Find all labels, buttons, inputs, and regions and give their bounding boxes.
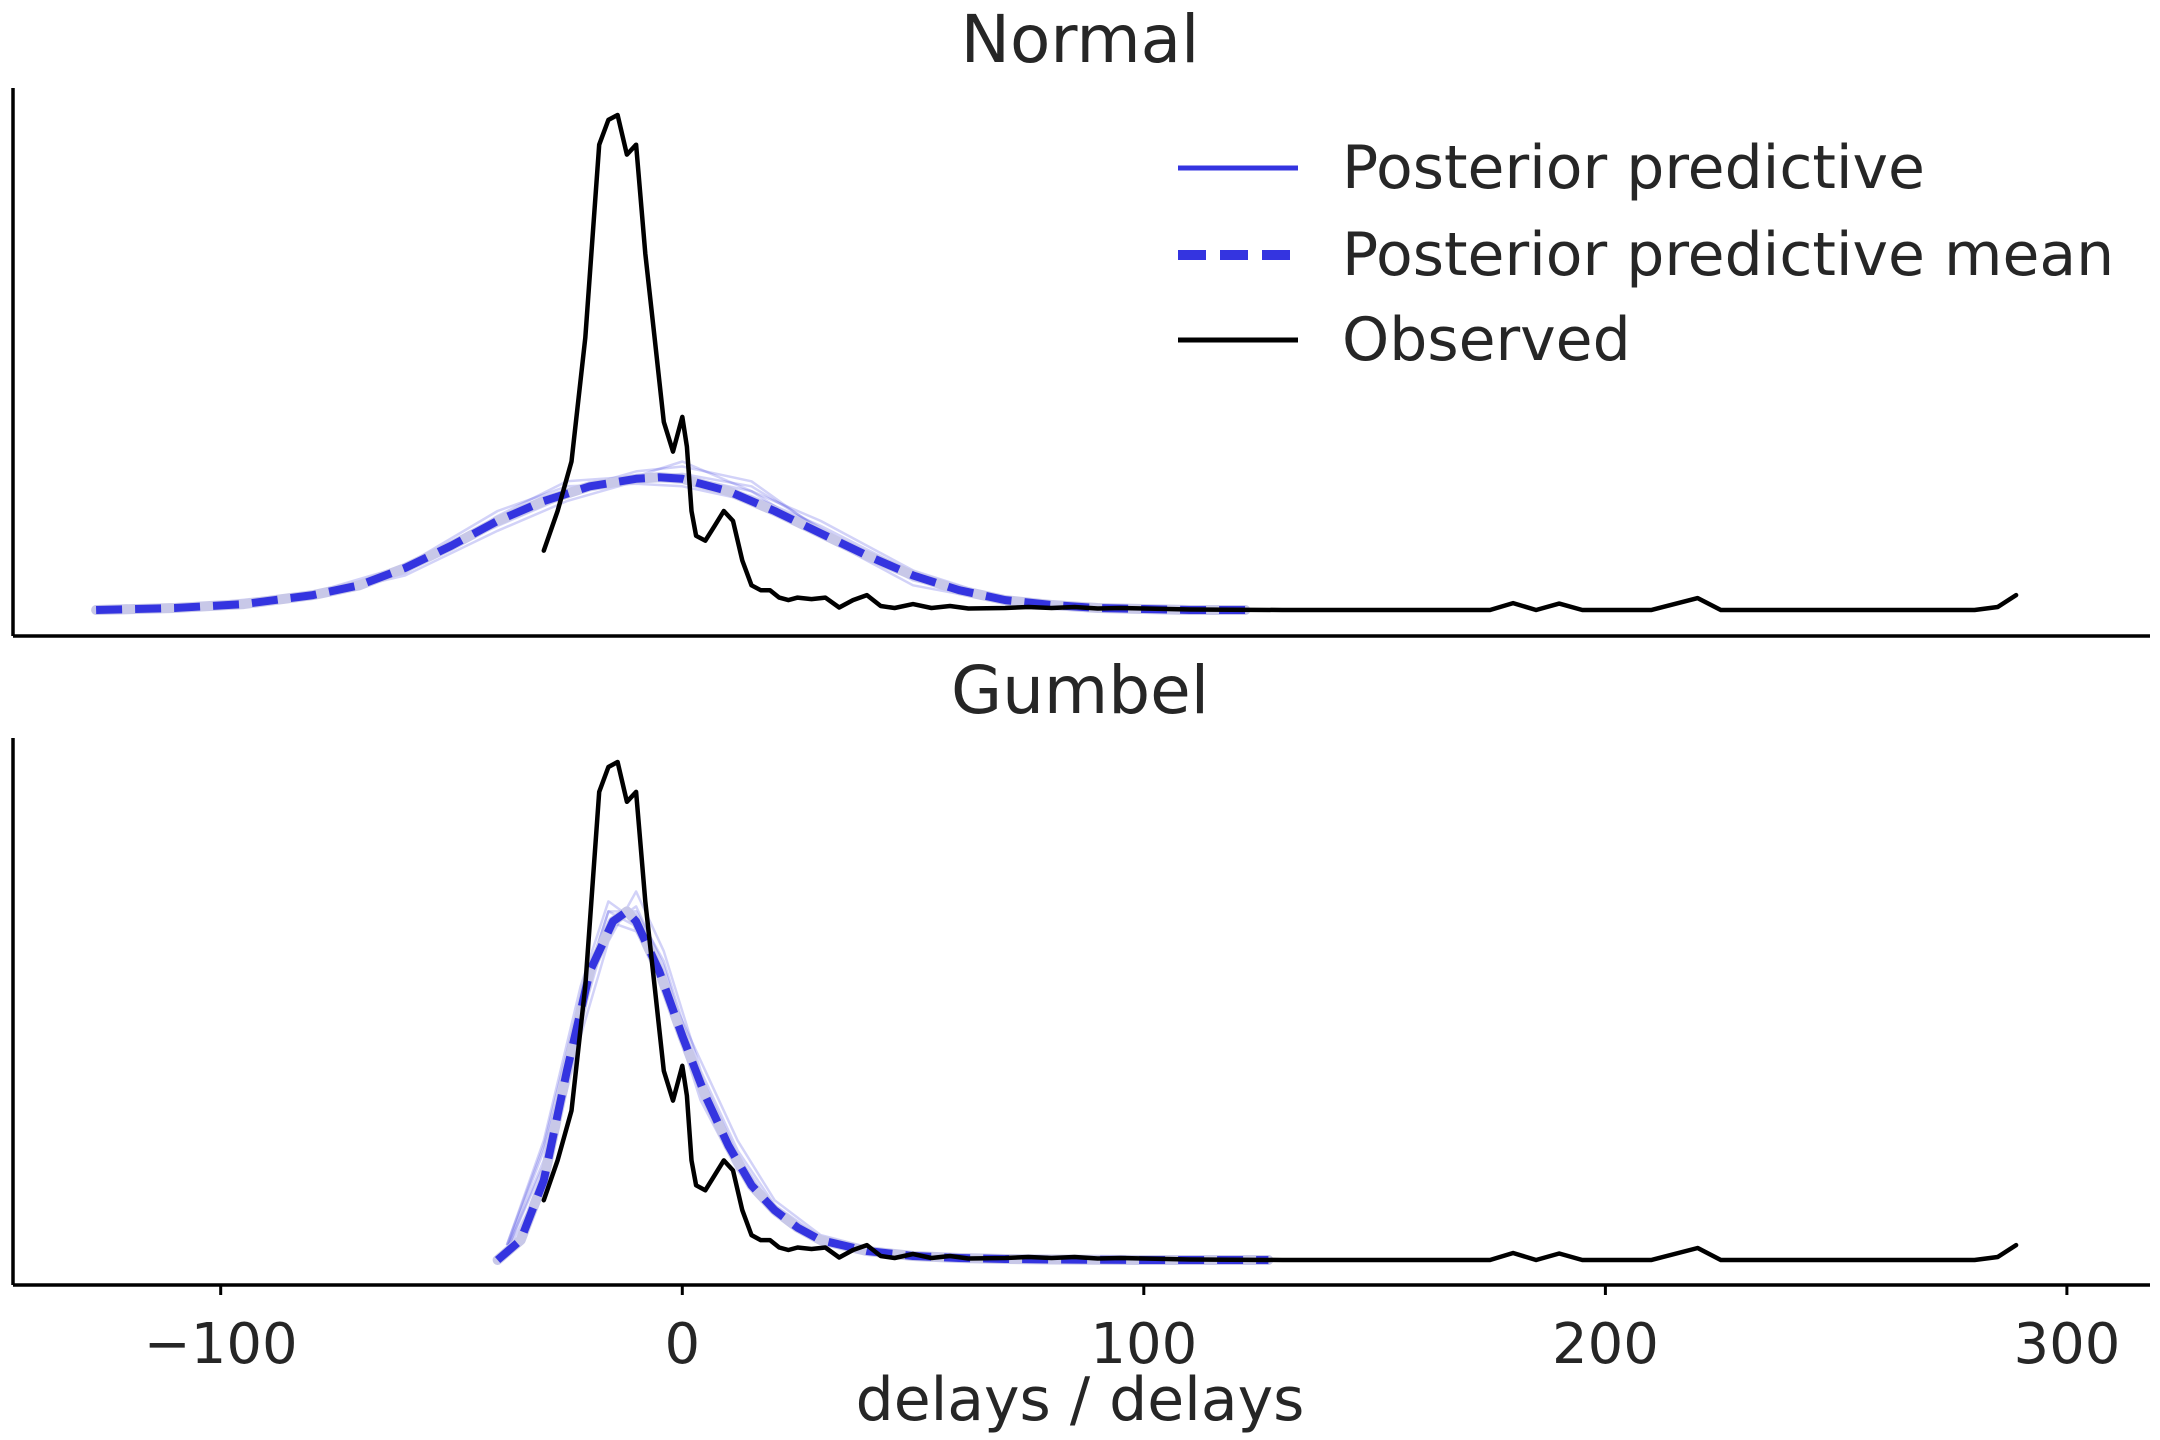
- x-tick-label-0: −100: [144, 1312, 298, 1377]
- observed-line-gumbel: [541, 759, 2019, 1263]
- panel-title-gumbel: Gumbel: [951, 652, 1209, 729]
- x-tick-label-2: 100: [1090, 1312, 1197, 1377]
- panel-gumbel: Gumbel: [11, 652, 2150, 1287]
- legend: Posterior predictive Posterior predictiv…: [1178, 133, 2114, 375]
- legend-label-observed: Observed: [1342, 305, 1631, 375]
- legend-label-posterior-predictive: Posterior predictive: [1342, 133, 1925, 203]
- posterior-predictive-mean-line-normal: [95, 473, 1246, 614]
- x-tick-label-4: 300: [2013, 1312, 2120, 1377]
- legend-label-posterior-predictive-mean: Posterior predictive mean: [1342, 220, 2114, 290]
- panel-normal: Normal Posterior predictive Posterior pr…: [11, 1, 2150, 638]
- panel-gumbel-series: [492, 759, 2019, 1265]
- panel-title-normal: Normal: [961, 1, 1200, 78]
- panel-normal-series: [91, 112, 2019, 615]
- x-axis-label: delays / delays: [856, 1365, 1305, 1435]
- x-tick-label-1: 0: [664, 1312, 700, 1377]
- observed-line-normal: [541, 112, 2019, 613]
- x-tick-label-3: 200: [1552, 1312, 1659, 1377]
- x-axis: −100 0 100 200 300: [144, 1285, 2120, 1377]
